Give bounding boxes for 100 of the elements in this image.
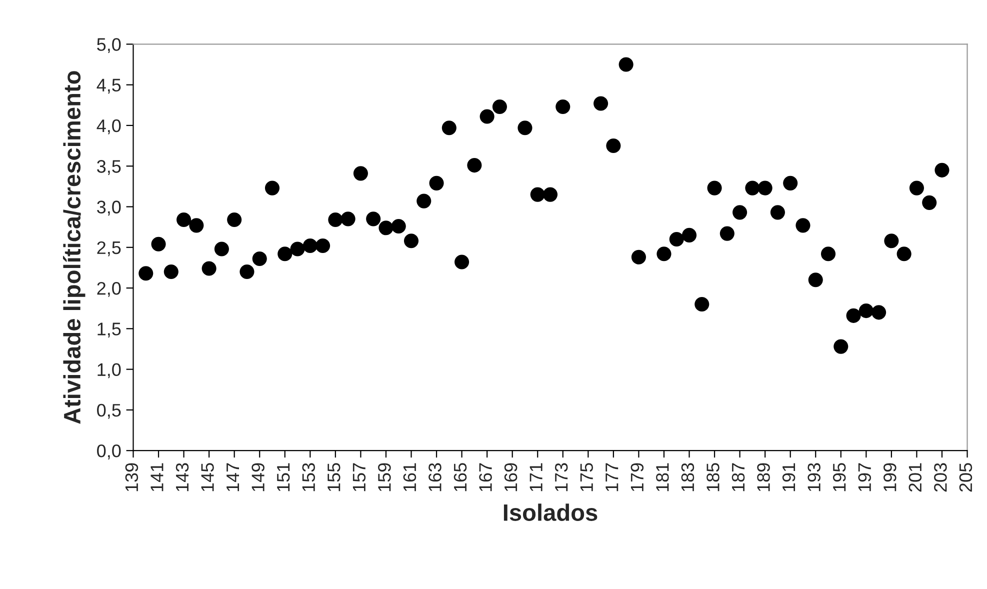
y-tick-label: 1,5 xyxy=(98,322,121,338)
x-tick-label: 159 xyxy=(378,463,391,492)
point xyxy=(682,228,697,242)
point xyxy=(278,246,292,262)
point xyxy=(492,99,507,114)
x-tick-label: 153 xyxy=(302,463,316,492)
point xyxy=(252,251,267,266)
x-tick-label: 169 xyxy=(504,463,518,492)
x-tick-label: 185 xyxy=(706,463,720,492)
point xyxy=(138,266,154,281)
point xyxy=(834,339,848,354)
x-tick-label: 145 xyxy=(201,463,214,492)
point xyxy=(391,218,406,234)
point xyxy=(454,254,470,270)
point xyxy=(467,158,482,173)
x-tick-label: 177 xyxy=(606,463,618,492)
x-tick-label: 149 xyxy=(252,463,264,492)
x-tick-label: 151 xyxy=(277,463,290,492)
point xyxy=(328,212,343,228)
x-tick-label: 157 xyxy=(352,463,366,492)
x-tick-label: 199 xyxy=(884,463,896,492)
point xyxy=(922,195,937,210)
x-tick-label: 161 xyxy=(403,463,416,492)
point xyxy=(416,194,432,208)
point xyxy=(846,308,861,323)
point xyxy=(202,261,216,276)
x-tick-label: 165 xyxy=(454,463,467,492)
point xyxy=(366,212,381,226)
x-tick-label: 143 xyxy=(176,463,189,492)
x-tick-label: 195 xyxy=(832,463,846,492)
y-tick-label: 3,0 xyxy=(97,200,121,216)
point xyxy=(808,272,823,288)
x-tick-label: 201 xyxy=(908,463,922,492)
point xyxy=(732,205,748,220)
x-tick-label: 189 xyxy=(757,463,770,492)
y-tick-label: 2,0 xyxy=(97,282,121,297)
x-tick-label: 163 xyxy=(428,463,442,492)
point xyxy=(745,180,760,196)
point xyxy=(264,180,280,196)
y-tick-label: 0,5 xyxy=(97,404,121,419)
x-tick-label: 179 xyxy=(630,463,644,492)
point xyxy=(353,166,368,181)
x-tick-label: 183 xyxy=(681,463,694,492)
point xyxy=(758,180,772,196)
x-tick-label: 181 xyxy=(656,463,669,492)
y-tick-label: 5,0 xyxy=(97,38,121,54)
point xyxy=(316,238,330,254)
x-tick-label: 187 xyxy=(732,463,745,492)
point xyxy=(796,218,810,233)
y-tick-label: 0,0 xyxy=(97,444,121,460)
point xyxy=(378,220,394,236)
point xyxy=(151,236,166,252)
point xyxy=(442,120,456,136)
point xyxy=(429,176,444,190)
x-tick-label: 155 xyxy=(328,463,340,492)
point xyxy=(404,234,419,248)
point xyxy=(227,212,242,228)
x-tick-label: 175 xyxy=(580,463,594,492)
point xyxy=(240,264,254,280)
y-tick-label: 2,5 xyxy=(97,241,121,256)
point xyxy=(340,212,356,226)
point xyxy=(720,226,734,241)
point xyxy=(909,180,924,196)
point xyxy=(302,238,318,254)
point xyxy=(858,303,874,318)
point xyxy=(518,120,532,136)
y-tick-label: 1,0 xyxy=(98,363,121,378)
point xyxy=(896,246,912,262)
point xyxy=(656,246,672,262)
point xyxy=(669,232,684,247)
point xyxy=(176,212,192,228)
x-tick-label: 167 xyxy=(479,463,492,492)
point xyxy=(872,305,886,320)
x-tick-label: 141 xyxy=(150,463,164,492)
y-tick-label: 3,5 xyxy=(97,160,121,175)
x-tick-label: 197 xyxy=(858,463,872,492)
point xyxy=(290,242,305,256)
point xyxy=(164,264,178,280)
point xyxy=(556,99,570,114)
point xyxy=(606,138,621,154)
x-tick-label: 139 xyxy=(125,463,138,492)
point xyxy=(884,234,899,248)
point xyxy=(594,96,608,111)
x-tick-label: 191 xyxy=(782,463,796,492)
point xyxy=(783,176,798,190)
point xyxy=(189,218,204,233)
point xyxy=(934,162,950,178)
x-tick-label: 203 xyxy=(934,463,947,492)
y-tick-label: 4,0 xyxy=(96,119,121,134)
x-tick-label: 171 xyxy=(530,463,542,492)
x-tick-label: 147 xyxy=(226,463,240,492)
x-axis-title: Isolados xyxy=(504,504,598,521)
x-tick-label: 193 xyxy=(808,463,820,492)
point xyxy=(631,250,646,264)
point xyxy=(480,109,494,124)
y-axis-title: Atividade lipolítica/crescimento xyxy=(63,71,86,424)
point xyxy=(770,205,785,220)
point xyxy=(820,246,836,262)
point xyxy=(694,296,710,312)
point xyxy=(618,57,634,72)
